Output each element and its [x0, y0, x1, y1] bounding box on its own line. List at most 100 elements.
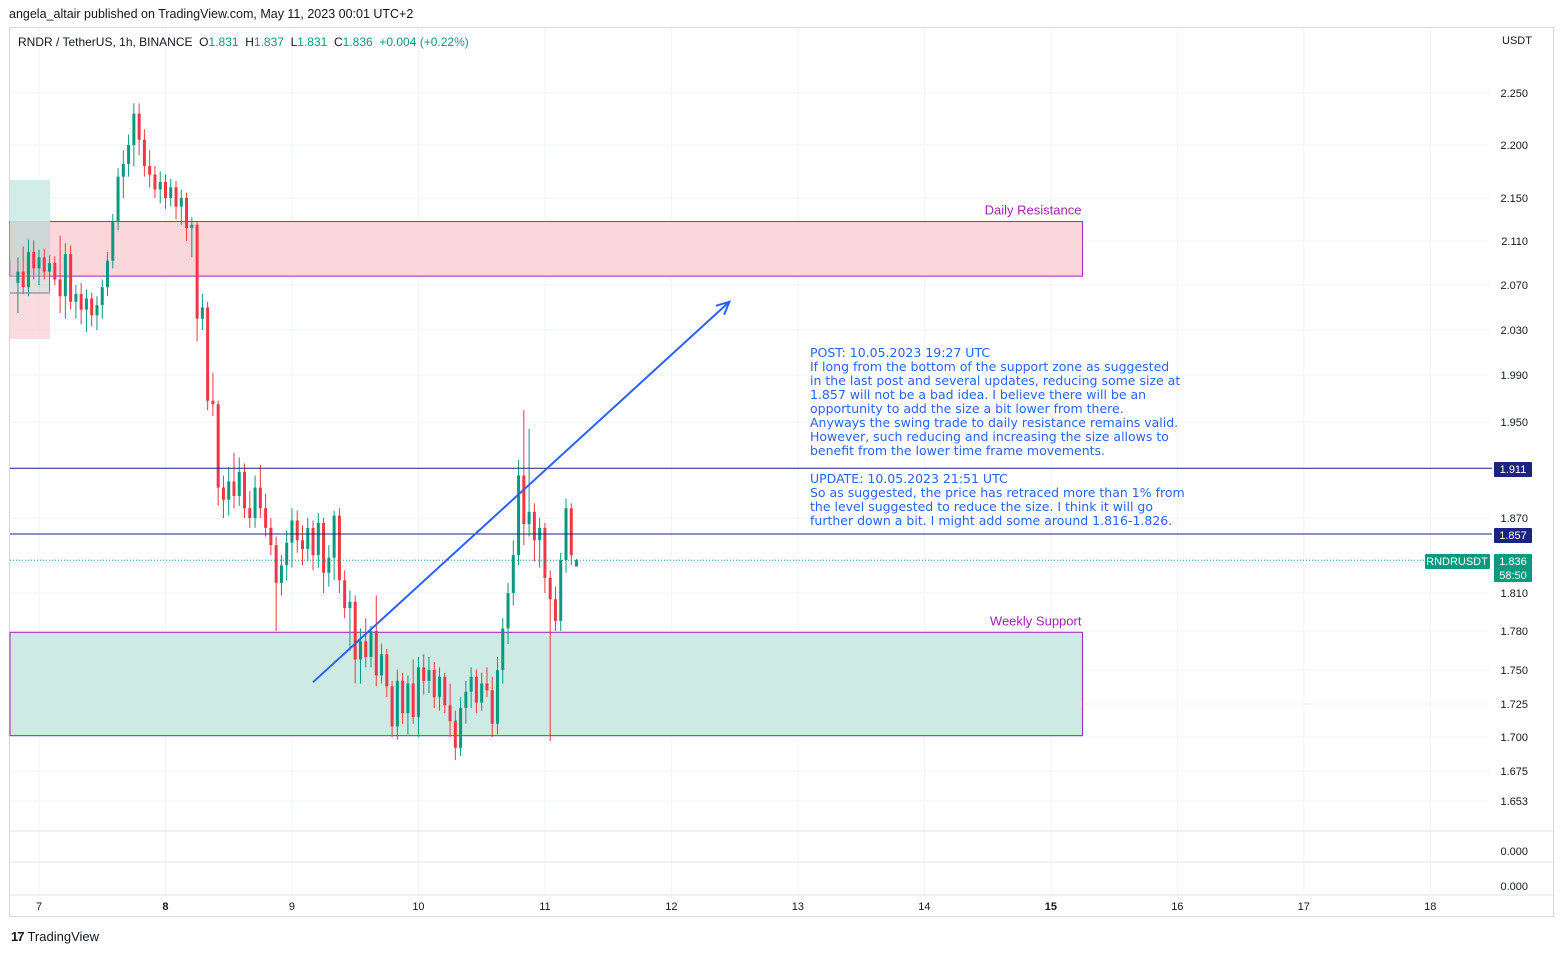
- price-tick-label: 1.810: [1500, 588, 1528, 600]
- candle-body: [84, 298, 88, 310]
- candle: [480, 672, 484, 711]
- candle-body: [501, 628, 505, 670]
- candle: [527, 429, 531, 537]
- candle: [464, 680, 468, 724]
- candle: [295, 510, 299, 553]
- candle-body: [37, 257, 41, 269]
- candle: [248, 491, 252, 528]
- candle-body: [95, 305, 99, 316]
- candle: [559, 552, 563, 631]
- candle: [274, 536, 278, 631]
- candle-body: [137, 113, 141, 140]
- candle-body: [269, 527, 273, 546]
- candle: [285, 530, 289, 581]
- candle-body: [464, 691, 468, 708]
- candle: [63, 243, 67, 319]
- tradingview-logo-icon: 17: [11, 929, 25, 944]
- candle-body: [185, 198, 189, 229]
- last-price-badge-text: 1.836: [1499, 556, 1527, 568]
- candle: [58, 235, 62, 314]
- published-by-line: angela_altair published on TradingView.c…: [9, 7, 414, 21]
- price-tick-label: 1.780: [1500, 626, 1528, 638]
- candle-body: [63, 254, 67, 297]
- daily-resistance-zone[interactable]: [9, 221, 1083, 277]
- candle: [90, 292, 94, 327]
- level-badge-1857-text: 1.857: [1499, 530, 1527, 542]
- candle: [111, 214, 115, 269]
- time-tick-label: 10: [412, 901, 424, 913]
- position-loss-area[interactable]: [10, 293, 50, 339]
- candle: [548, 570, 552, 742]
- candle: [69, 245, 73, 310]
- price-tick-label: 1.950: [1500, 417, 1528, 429]
- candle: [290, 508, 294, 568]
- weekly-support-label: Weekly Support: [990, 613, 1082, 628]
- candle-body: [237, 471, 241, 497]
- time-axis[interactable]: 7 8 9 10 11 12 13 14 15 16 17 18: [36, 901, 1436, 913]
- level-badge-1911: [1494, 462, 1532, 477]
- candle-body: [390, 686, 394, 727]
- candle: [364, 618, 368, 668]
- note-line: in the last post and several updates, re…: [810, 373, 1180, 388]
- note-line: the level suggested to reduce the size. …: [810, 499, 1153, 514]
- time-tick-label: 18: [1424, 901, 1436, 913]
- candle: [264, 493, 268, 537]
- candle: [74, 285, 78, 319]
- countdown-badge-text: 58:50: [1499, 570, 1527, 582]
- candle-body: [106, 260, 110, 288]
- candle: [16, 257, 20, 314]
- candle: [522, 410, 526, 546]
- candle: [153, 166, 157, 198]
- candle: [495, 656, 499, 735]
- candle: [401, 672, 405, 724]
- symbol-legend[interactable]: RNDR / TetherUS, 1h, BINANCE O1.831 H1.8…: [18, 35, 469, 49]
- candle-body: [132, 113, 136, 145]
- candle-body: [374, 631, 378, 676]
- weekly-support-zone[interactable]: [9, 631, 1083, 737]
- candle: [169, 178, 173, 207]
- chart-frame: [9, 27, 1554, 917]
- candle: [448, 683, 452, 737]
- candle: [380, 643, 384, 684]
- price-axis[interactable]: 2.250 2.200 2.150 2.110 2.070 2.030 1.990 1.950…: [1500, 88, 1528, 893]
- candle: [543, 522, 547, 593]
- candle-body: [16, 271, 20, 283]
- candle: [163, 174, 167, 209]
- candle: [506, 582, 510, 644]
- price-tick-label: 2.110: [1501, 236, 1528, 248]
- candle-body: [153, 174, 157, 190]
- candle-body: [74, 293, 78, 302]
- candle: [142, 129, 146, 177]
- candle-body: [448, 705, 452, 722]
- candle: [174, 180, 178, 220]
- candle-body: [295, 520, 299, 541]
- candle: [258, 464, 262, 518]
- note-line: further down a bit. I might add some aro…: [810, 513, 1172, 528]
- chart-grid: [10, 28, 1490, 895]
- candle: [237, 457, 241, 506]
- candle-body: [195, 224, 199, 319]
- candle-body: [364, 641, 368, 657]
- candle-body: [553, 599, 557, 621]
- candle-body: [517, 475, 521, 556]
- candle: [374, 595, 378, 687]
- time-tick-label: 9: [289, 901, 295, 913]
- candle-body: [100, 287, 104, 306]
- candle-body: [26, 251, 30, 288]
- candle-body: [559, 560, 563, 621]
- open-value: 1.831: [208, 35, 239, 49]
- candle: [564, 498, 568, 573]
- note-line: 1.857 will not be a bad idea. I believe …: [810, 387, 1146, 402]
- footer[interactable]: 17 TradingView: [11, 929, 99, 944]
- candle-body: [411, 683, 415, 718]
- candle-body: [158, 181, 162, 190]
- trend-arrow[interactable]: [312, 301, 731, 683]
- candle-body: [369, 631, 373, 657]
- candle-body: [148, 166, 152, 175]
- candle: [490, 676, 494, 737]
- high-value: 1.837: [253, 35, 284, 49]
- candle: [390, 680, 394, 737]
- candle: [21, 246, 25, 294]
- last-price-badge: [1494, 554, 1532, 582]
